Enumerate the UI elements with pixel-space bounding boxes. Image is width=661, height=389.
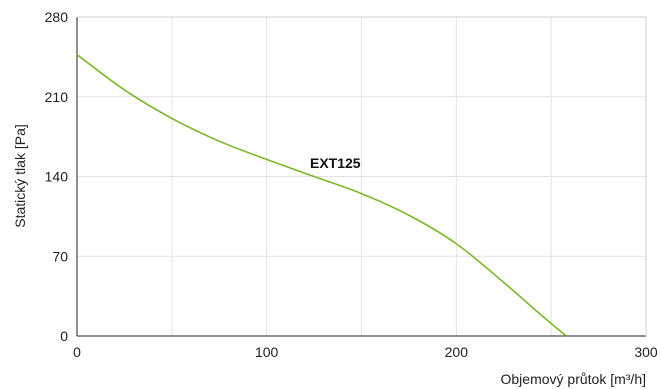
y-axis-title: Statický tlak [Pa] — [12, 124, 28, 227]
x-axis-title: Objemový průtok [m³/h] — [501, 371, 647, 387]
y-tick-label: 70 — [52, 248, 68, 264]
series-line-ext125 — [76, 53, 567, 337]
horizontal-gridlines — [77, 96, 646, 257]
y-tick-label: 210 — [45, 89, 69, 105]
y-tick-label: 0 — [60, 328, 68, 344]
x-tick-label: 200 — [445, 344, 469, 360]
x-tick-label: 100 — [255, 344, 279, 360]
x-tick-label: 0 — [73, 344, 81, 360]
series-label-ext125: EXT125 — [310, 155, 361, 171]
y-tick-label: 280 — [45, 9, 69, 25]
x-tick-labels: 0 100 200 300 — [73, 344, 658, 360]
y-tick-labels: 0 70 140 210 280 — [45, 9, 69, 344]
y-tick-label: 140 — [45, 169, 69, 185]
x-tick-label: 300 — [634, 344, 658, 360]
